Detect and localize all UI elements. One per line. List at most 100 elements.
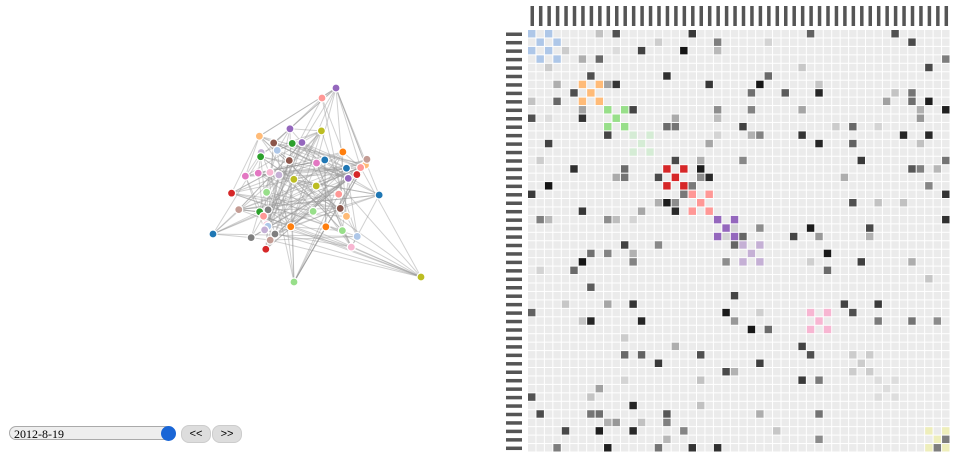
matrix-cell xyxy=(849,427,857,435)
slider-knob[interactable] xyxy=(161,426,176,441)
matrix-cell xyxy=(840,89,849,97)
matrix-cell xyxy=(916,325,925,334)
matrix-cell xyxy=(781,410,789,418)
edge xyxy=(264,194,380,231)
matrix-cell xyxy=(705,232,713,241)
matrix-cell xyxy=(739,114,747,122)
matrix-cell xyxy=(587,435,595,444)
matrix-cell xyxy=(789,131,798,139)
matrix-cell xyxy=(629,30,637,38)
matrix-cell xyxy=(697,97,705,106)
column-label xyxy=(707,6,712,26)
matrix-cell xyxy=(629,165,637,173)
matrix-cell xyxy=(705,148,713,156)
matrix-cell xyxy=(536,224,544,232)
matrix-cell xyxy=(722,224,730,232)
edge xyxy=(290,226,343,232)
matrix-cell xyxy=(663,435,671,444)
node xyxy=(287,138,297,149)
row-label xyxy=(506,209,522,214)
matrix-cell xyxy=(646,215,654,224)
matrix-cell xyxy=(544,444,553,452)
matrix-cell xyxy=(739,156,747,165)
matrix-cell xyxy=(612,199,620,207)
matrix-cell xyxy=(612,114,620,122)
matrix-cell xyxy=(781,275,789,283)
matrix-cell xyxy=(916,435,925,444)
matrix-cell xyxy=(789,325,798,334)
matrix-cell xyxy=(587,199,595,207)
matrix-cell xyxy=(739,266,747,275)
matrix-cell xyxy=(815,334,823,342)
matrix-cell xyxy=(823,63,832,72)
edge xyxy=(259,211,347,217)
matrix-cell xyxy=(544,182,553,190)
matrix-cell xyxy=(553,258,561,266)
matrix-cell xyxy=(536,418,544,427)
matrix-cell xyxy=(916,46,925,55)
matrix-cell xyxy=(553,325,561,334)
date-slider[interactable]: 2012-8-19 xyxy=(9,426,172,441)
matrix-cell xyxy=(697,410,705,418)
prev-button[interactable]: << xyxy=(181,425,211,443)
matrix-cell xyxy=(578,384,587,393)
matrix-cell xyxy=(595,427,604,435)
matrix-cell xyxy=(857,131,865,139)
matrix-cell xyxy=(629,72,637,80)
matrix-cell xyxy=(620,308,629,317)
matrix-cell xyxy=(587,207,595,215)
matrix-cell xyxy=(671,334,680,342)
matrix-cell xyxy=(882,55,891,63)
matrix-cell xyxy=(730,199,739,207)
next-button[interactable]: >> xyxy=(212,425,242,443)
matrix-cell xyxy=(595,190,604,198)
matrix-cell xyxy=(857,80,865,89)
matrix-cell xyxy=(747,342,756,351)
matrix-cell xyxy=(544,418,553,427)
matrix-cell xyxy=(680,283,688,291)
matrix-cell xyxy=(781,46,789,55)
matrix-cell xyxy=(891,55,899,63)
column-label xyxy=(564,6,568,26)
matrix-cell xyxy=(840,384,849,393)
matrix-cell xyxy=(570,173,578,182)
matrix-cell xyxy=(646,148,654,156)
matrix-cell xyxy=(908,317,916,325)
edge xyxy=(274,87,337,235)
matrix-cell xyxy=(866,182,874,190)
matrix-cell xyxy=(832,401,840,410)
matrix-cell xyxy=(840,376,849,384)
matrix-cell xyxy=(789,38,798,46)
matrix-cell xyxy=(620,283,629,291)
matrix-cell xyxy=(773,72,781,80)
matrix-cell xyxy=(722,418,730,427)
matrix-cell xyxy=(908,435,916,444)
matrix-cell xyxy=(536,30,544,38)
edge xyxy=(293,168,347,283)
matrix-cell xyxy=(882,368,891,376)
matrix-cell xyxy=(595,30,604,38)
matrix-cell xyxy=(891,376,899,384)
matrix-cell xyxy=(705,325,713,334)
matrix-cell xyxy=(722,148,730,156)
matrix-cell xyxy=(857,199,865,207)
matrix-cell xyxy=(882,165,891,173)
matrix-cell xyxy=(840,190,849,198)
matrix-cell xyxy=(916,384,925,393)
matrix-cell xyxy=(604,63,612,72)
matrix-cell xyxy=(806,435,815,444)
matrix-cell xyxy=(637,368,646,376)
edge xyxy=(290,130,322,227)
matrix-cell xyxy=(544,351,553,359)
matrix-cell xyxy=(874,46,882,55)
matrix-cell xyxy=(578,46,587,55)
matrix-cell xyxy=(908,401,916,410)
matrix-cell xyxy=(637,139,646,148)
matrix-cell xyxy=(849,38,857,46)
matrix-cell xyxy=(764,376,773,384)
matrix-cell xyxy=(781,418,789,427)
column-label xyxy=(834,6,839,26)
matrix-cell xyxy=(815,131,823,139)
matrix-cell xyxy=(866,359,874,367)
matrix-cell xyxy=(620,376,629,384)
